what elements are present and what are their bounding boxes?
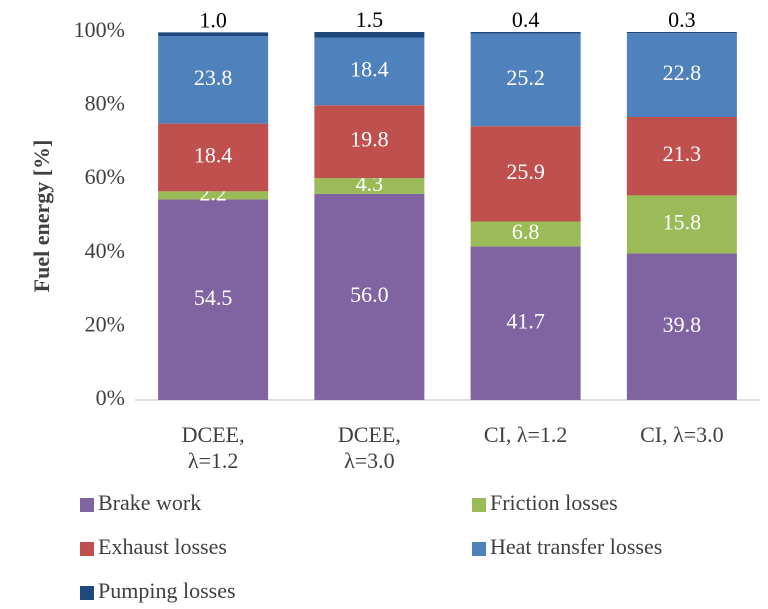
y-tick-label: 80% [85,91,125,116]
data-label: 39.8 [663,312,702,337]
bar-segment [626,33,737,118]
bar-segment [314,178,425,194]
bar-segment [626,253,737,400]
legend-swatch [80,542,94,556]
data-label: 22.8 [663,60,702,85]
bar-segment [158,32,269,37]
y-tick-label: 20% [85,311,125,336]
data-label: 54.5 [194,285,233,310]
data-label: 0.3 [668,7,696,32]
bar-segment [158,123,269,192]
y-axis-label: Fuel energy [%] [29,140,54,293]
data-label: 21.3 [663,141,702,166]
bar-segment [626,32,737,34]
legend-label: Pumping losses [98,578,236,603]
data-label: 18.4 [194,143,233,168]
legend-label: Heat transfer losses [490,534,662,559]
y-tick-label: 100% [74,17,125,42]
bar-segment [314,32,425,38]
legend-swatch [80,498,94,512]
bar-segment [158,36,269,124]
bar-segment [626,117,737,196]
data-label: 56.0 [350,282,389,307]
x-tick-label: DCEE, λ=3.0 [337,422,401,473]
legend-label: Brake work [98,490,201,515]
data-label: 0.4 [512,7,540,32]
x-tick-label: CI, λ=3.0 [640,422,724,447]
legend-label: Exhaust losses [98,534,227,559]
data-label: 6.8 [512,219,540,244]
bar-segment [470,246,581,400]
data-label: 41.7 [506,308,545,333]
legend-swatch [472,498,486,512]
bar-segment [470,33,581,127]
bar-segment [470,126,581,222]
data-label: 25.2 [506,65,545,90]
bar-segment [314,105,425,179]
x-tick-label: DCEE, λ=1.2 [181,422,245,473]
data-label: 25.9 [506,159,545,184]
y-tick-label: 60% [85,164,125,189]
bar-segment [626,195,737,254]
bar-segment [158,199,269,400]
data-label: 15.8 [663,210,702,235]
y-tick-label: 0% [96,385,125,410]
data-label: 1.0 [199,7,227,32]
bar-segment [314,193,425,400]
legend-swatch [472,542,486,556]
bar-segment [470,32,581,34]
bar-segment [470,221,581,247]
legend-label: Friction losses [490,490,618,515]
data-label: 19.8 [350,127,389,152]
bar-segment [158,191,269,200]
legend-swatch [80,586,94,600]
bar-segment [314,37,425,106]
y-tick-label: 40% [85,238,125,263]
data-label: 23.8 [194,65,233,90]
data-label: 1.5 [356,7,384,32]
x-tick-label: CI, λ=1.2 [483,422,568,447]
data-label: 18.4 [350,56,389,81]
